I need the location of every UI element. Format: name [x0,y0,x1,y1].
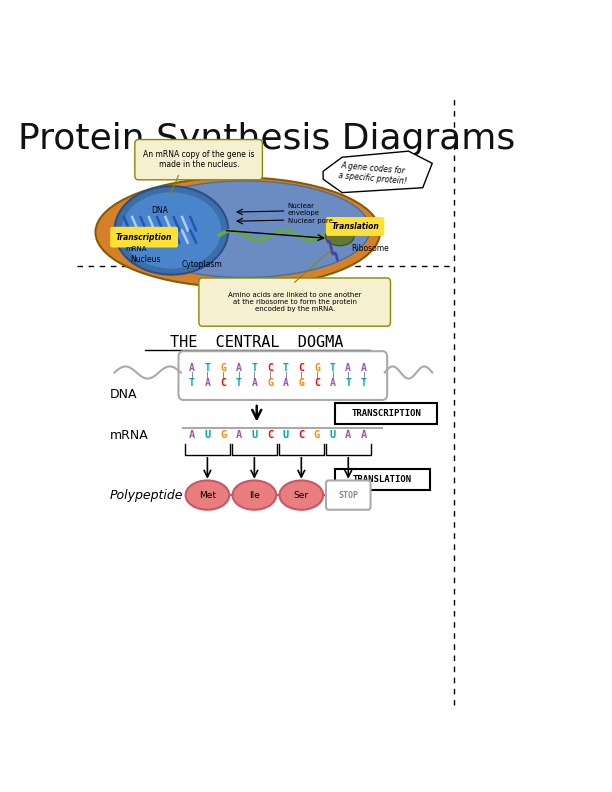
Text: A: A [283,379,289,389]
Text: T: T [345,379,351,389]
Ellipse shape [95,177,380,287]
Text: mRNA: mRNA [110,428,149,442]
Text: A: A [361,430,367,440]
Text: A: A [236,430,242,440]
Text: T: T [361,379,367,389]
Text: U: U [329,430,336,440]
Text: Ile: Ile [249,490,260,500]
FancyBboxPatch shape [335,470,430,490]
Text: Translation: Translation [332,222,379,230]
Ellipse shape [114,186,228,275]
Text: A: A [236,363,242,373]
Text: A: A [252,379,257,389]
Text: A: A [361,363,367,373]
Text: Cytoplasm: Cytoplasm [182,260,223,269]
Text: Nuclear
envelope: Nuclear envelope [288,204,319,216]
Text: G: G [220,430,226,440]
Text: C: C [314,379,320,389]
Text: Transcription: Transcription [116,233,172,242]
Text: U: U [204,430,211,440]
Text: C: C [299,363,304,373]
Text: Ser: Ser [294,490,309,500]
Text: Nuclear pore: Nuclear pore [288,219,332,224]
FancyBboxPatch shape [110,227,178,247]
Text: G: G [220,363,226,373]
Text: A gene codes for
a specific protein!: A gene codes for a specific protein! [338,161,408,186]
Text: G: G [299,379,304,389]
Text: T: T [283,363,289,373]
Text: T: T [236,379,242,389]
Text: T: T [252,363,257,373]
Text: C: C [220,379,226,389]
FancyBboxPatch shape [326,481,370,510]
Text: A: A [189,363,195,373]
Text: A: A [330,379,335,389]
Text: Nucleus: Nucleus [130,255,160,265]
Ellipse shape [120,181,370,277]
Text: A: A [345,430,351,440]
FancyBboxPatch shape [335,403,438,424]
Text: G: G [267,379,273,389]
Ellipse shape [280,481,323,510]
Text: DNA: DNA [151,207,168,215]
Text: A: A [188,430,195,440]
Text: mRNA: mRNA [125,246,146,252]
Text: Protein Synthesis Diagrams: Protein Synthesis Diagrams [18,123,515,157]
Ellipse shape [185,481,230,510]
Text: U: U [252,430,258,440]
Text: T: T [330,363,335,373]
Polygon shape [323,151,432,192]
Ellipse shape [233,481,276,510]
Text: C: C [267,430,273,440]
Ellipse shape [326,227,354,246]
Text: Ribosome: Ribosome [352,244,389,253]
Text: A: A [204,379,211,389]
Text: STOP: STOP [338,490,358,500]
Text: T: T [189,379,195,389]
Ellipse shape [122,192,221,268]
Text: DNA: DNA [110,388,137,401]
FancyBboxPatch shape [326,217,384,236]
Text: An mRNA copy of the gene is
made in the nucleus.: An mRNA copy of the gene is made in the … [143,150,255,169]
Text: THE  CENTRAL  DOGMA: THE CENTRAL DOGMA [170,334,343,349]
FancyBboxPatch shape [199,278,390,326]
FancyBboxPatch shape [135,139,263,180]
Text: Amino acids are linked to one another
at the ribosome to form the protein
encode: Amino acids are linked to one another at… [228,292,362,312]
Text: U: U [283,430,289,440]
Text: TRANSLATION: TRANSLATION [353,475,412,485]
Text: A: A [345,363,351,373]
Text: Polypeptide: Polypeptide [110,489,183,501]
Text: C: C [298,430,304,440]
Text: T: T [204,363,211,373]
Text: C: C [267,363,273,373]
Text: Met: Met [199,490,216,500]
Text: G: G [314,430,320,440]
Text: G: G [314,363,320,373]
Text: TRANSCRIPTION: TRANSCRIPTION [351,409,421,418]
